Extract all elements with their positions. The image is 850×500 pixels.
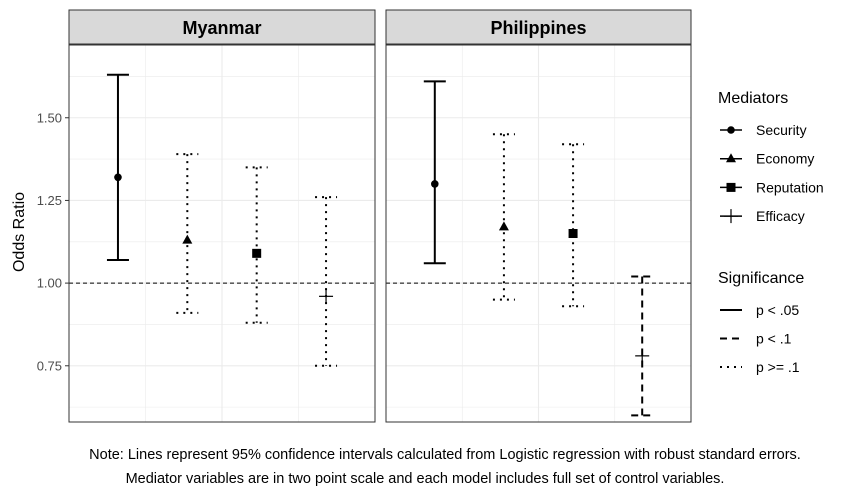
- point-security: [114, 173, 122, 182]
- legend-label: p >= .1: [756, 359, 800, 375]
- legend-key-square: [726, 182, 736, 192]
- legend-item-efficacy: Efficacy: [720, 208, 805, 224]
- errorbar-efficacy: [631, 275, 654, 417]
- legend-item-security: Security: [720, 122, 807, 138]
- y-axis-title: Odds Ratio: [11, 192, 28, 272]
- errorbar-economy: [492, 133, 515, 301]
- facet-strip: [68, 9, 376, 45]
- facet-strip-label: Myanmar: [182, 18, 261, 38]
- panel-border: [385, 44, 692, 423]
- facet-panels: Myanmar Philippines: [68, 9, 692, 423]
- legend-key-circle: [727, 126, 735, 134]
- legend-item-dotted: p >= .1: [720, 359, 800, 375]
- errorbar-security: [423, 80, 446, 265]
- y-tick-label: 1.00: [37, 276, 62, 291]
- legend-label: Security: [756, 122, 807, 138]
- panel-border: [68, 44, 376, 423]
- y-tick-label: 0.75: [37, 358, 62, 373]
- legend-label: Efficacy: [756, 208, 805, 224]
- legend-mediators-title: Mediators: [718, 90, 788, 107]
- point-reputation: [252, 248, 262, 258]
- errorbar-reputation: [245, 166, 268, 324]
- note-line-2: Mediator variables are in two point scal…: [126, 471, 725, 487]
- errorbar-economy: [176, 153, 199, 314]
- legend-item-dashed: p < .1: [720, 331, 792, 347]
- point-reputation: [568, 229, 578, 238]
- legend-label: Reputation: [756, 179, 824, 195]
- facet-strip-label: Philippines: [490, 18, 586, 38]
- point-efficacy: [319, 289, 334, 304]
- y-axis: Odds Ratio 0.75 1.00 1.25 1.50: [11, 110, 69, 373]
- legend-label: Economy: [756, 151, 814, 167]
- errorbar-security: [106, 73, 129, 261]
- point-efficacy: [635, 348, 650, 363]
- point-economy: [182, 234, 193, 244]
- legend-label: p < .05: [756, 302, 799, 318]
- errorbar-efficacy: [315, 196, 338, 367]
- legend-key-triangle: [726, 153, 736, 163]
- legend-item-reputation: Reputation: [720, 179, 824, 195]
- legend-label: p < .1: [756, 331, 792, 347]
- point-security: [431, 180, 439, 188]
- errorbar-reputation: [562, 143, 585, 308]
- panel-myanmar: Myanmar: [68, 9, 376, 423]
- note-line-1: Note: Lines represent 95% confidence int…: [89, 447, 801, 463]
- panel-philippines: Philippines: [385, 9, 692, 423]
- y-tick-label: 1.50: [37, 110, 62, 125]
- point-economy: [498, 221, 509, 231]
- legend-key-plus: [724, 209, 738, 224]
- y-tick-label: 1.25: [37, 193, 62, 208]
- legend: Mediators Significance Security Economy Re…: [718, 90, 824, 375]
- legend-item-solid: p < .05: [720, 302, 799, 318]
- legend-significance-title: Significance: [718, 270, 804, 287]
- facet-strip: [385, 9, 692, 45]
- legend-item-economy: Economy: [720, 151, 814, 167]
